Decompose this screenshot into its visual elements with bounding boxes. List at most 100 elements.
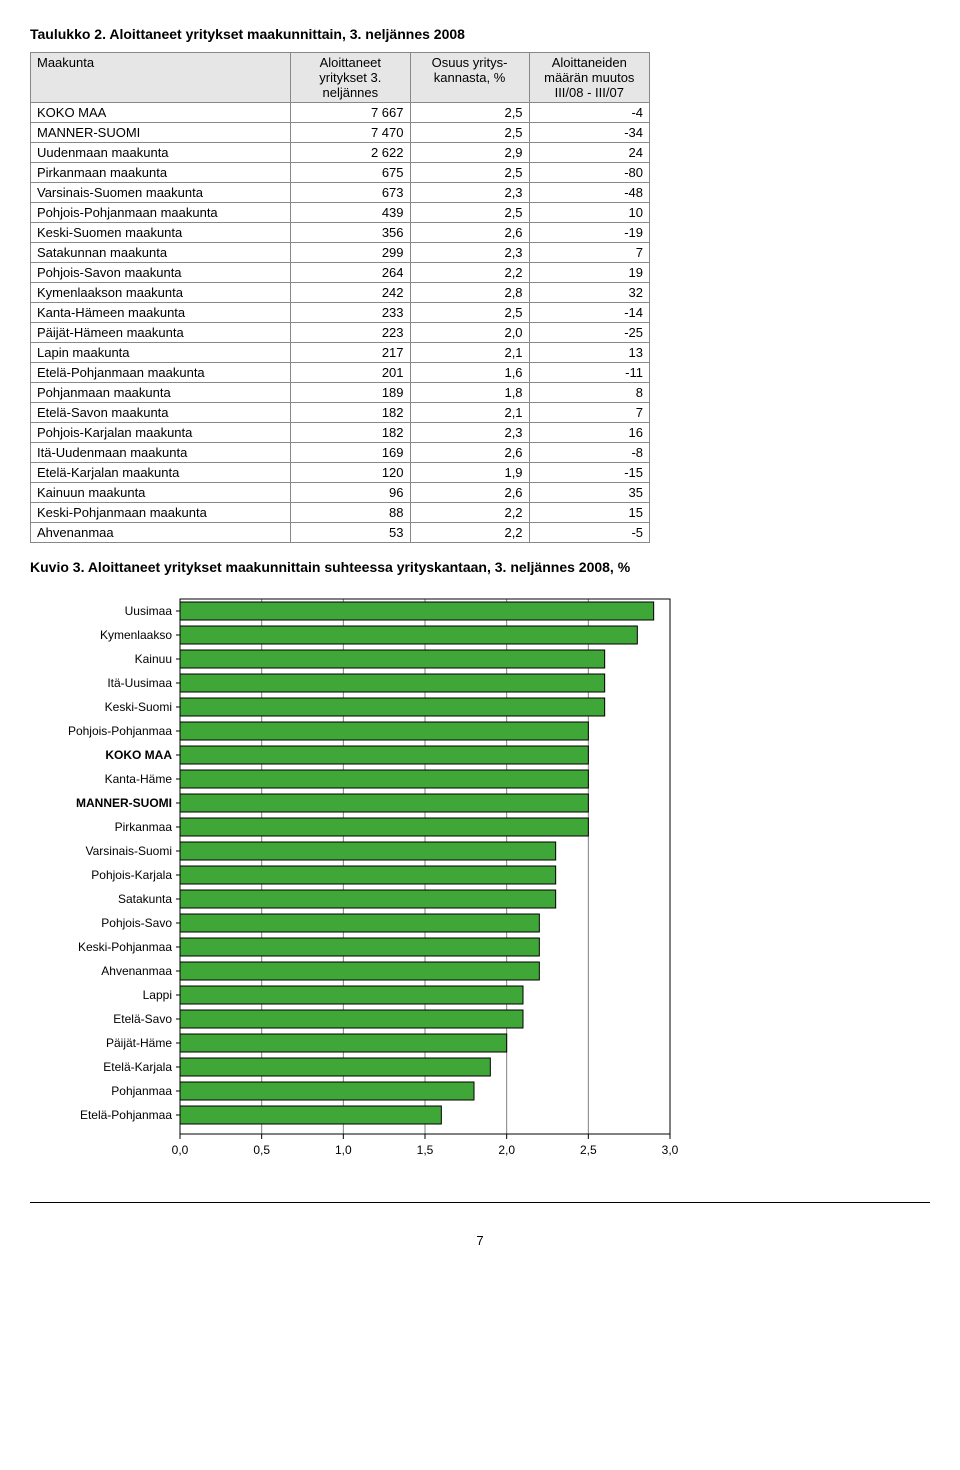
cell-value: 15	[529, 503, 649, 523]
cell-value: 439	[291, 203, 410, 223]
cell-value: 2,6	[410, 443, 529, 463]
bar	[180, 674, 605, 692]
cell-value: 223	[291, 323, 410, 343]
y-axis-label: Pohjois-Karjala	[91, 868, 172, 882]
cell-region: Kanta-Hämeen maakunta	[31, 303, 291, 323]
chart-title: Kuvio 3. Aloittaneet yritykset maakunnit…	[30, 559, 930, 575]
y-axis-label: Pirkanmaa	[115, 820, 173, 834]
th-region: Maakunta	[31, 53, 291, 103]
cell-value: 233	[291, 303, 410, 323]
cell-region: Pohjanmaan maakunta	[31, 383, 291, 403]
cell-value: 24	[529, 143, 649, 163]
cell-value: 2,6	[410, 483, 529, 503]
cell-region: Pohjois-Karjalan maakunta	[31, 423, 291, 443]
cell-value: 2,1	[410, 343, 529, 363]
table-row: Keski-Suomen maakunta3562,6-19	[31, 223, 650, 243]
cell-value: 2,3	[410, 183, 529, 203]
y-axis-label: Päijät-Häme	[106, 1036, 172, 1050]
table-row: Pohjois-Savon maakunta2642,219	[31, 263, 650, 283]
bar	[180, 722, 588, 740]
th-col3: Aloittaneiden määrän muutos III/08 - III…	[529, 53, 649, 103]
cell-value: 32	[529, 283, 649, 303]
cell-region: Ahvenanmaa	[31, 523, 291, 543]
bar	[180, 914, 539, 932]
bar	[180, 938, 539, 956]
y-axis-label: Kymenlaakso	[100, 628, 172, 642]
cell-value: 53	[291, 523, 410, 543]
svg-text:0,5: 0,5	[253, 1143, 270, 1157]
bar	[180, 698, 605, 716]
cell-region: Kainuun maakunta	[31, 483, 291, 503]
svg-text:1,5: 1,5	[417, 1143, 434, 1157]
cell-region: Etelä-Karjalan maakunta	[31, 463, 291, 483]
bar	[180, 818, 588, 836]
cell-value: 299	[291, 243, 410, 263]
cell-value: 673	[291, 183, 410, 203]
bar	[180, 1106, 441, 1124]
cell-value: 8	[529, 383, 649, 403]
cell-region: Kymenlaakson maakunta	[31, 283, 291, 303]
cell-value: 2,9	[410, 143, 529, 163]
bar	[180, 602, 654, 620]
cell-value: 2,2	[410, 263, 529, 283]
cell-value: 19	[529, 263, 649, 283]
table-row: Satakunnan maakunta2992,37	[31, 243, 650, 263]
cell-value: 169	[291, 443, 410, 463]
bar-chart: 0,00,51,01,52,02,53,0UusimaaKymenlaaksoK…	[30, 589, 690, 1169]
svg-text:0,0: 0,0	[172, 1143, 189, 1157]
cell-value: -34	[529, 123, 649, 143]
cell-value: 16	[529, 423, 649, 443]
table-row: Pohjanmaan maakunta1891,88	[31, 383, 650, 403]
bar	[180, 866, 556, 884]
y-axis-label: MANNER-SUOMI	[76, 796, 172, 810]
cell-value: 217	[291, 343, 410, 363]
cell-value: 35	[529, 483, 649, 503]
cell-value: 2,1	[410, 403, 529, 423]
table-row: Uudenmaan maakunta2 6222,924	[31, 143, 650, 163]
cell-value: 182	[291, 423, 410, 443]
cell-value: 182	[291, 403, 410, 423]
table-row: Kymenlaakson maakunta2422,832	[31, 283, 650, 303]
cell-region: Uudenmaan maakunta	[31, 143, 291, 163]
bar	[180, 770, 588, 788]
cell-value: -25	[529, 323, 649, 343]
cell-value: 1,6	[410, 363, 529, 383]
y-axis-label: KOKO MAA	[105, 748, 172, 762]
table-row: Etelä-Karjalan maakunta1201,9-15	[31, 463, 650, 483]
bar	[180, 650, 605, 668]
cell-region: MANNER-SUOMI	[31, 123, 291, 143]
y-axis-label: Kanta-Häme	[105, 772, 173, 786]
table-row: Pohjois-Karjalan maakunta1822,316	[31, 423, 650, 443]
bar	[180, 986, 523, 1004]
cell-value: 96	[291, 483, 410, 503]
cell-region: Itä-Uudenmaan maakunta	[31, 443, 291, 463]
cell-region: Pirkanmaan maakunta	[31, 163, 291, 183]
cell-value: -4	[529, 103, 649, 123]
y-axis-label: Kainuu	[135, 652, 172, 666]
bar	[180, 1034, 507, 1052]
cell-value: 2,5	[410, 203, 529, 223]
cell-value: 13	[529, 343, 649, 363]
cell-value: 356	[291, 223, 410, 243]
cell-value: 264	[291, 263, 410, 283]
chart-container: 0,00,51,01,52,02,53,0UusimaaKymenlaaksoK…	[30, 589, 930, 1172]
cell-value: 7 470	[291, 123, 410, 143]
cell-value: 2,8	[410, 283, 529, 303]
cell-value: -5	[529, 523, 649, 543]
cell-region: Päijät-Hämeen maakunta	[31, 323, 291, 343]
cell-region: Pohjois-Pohjanmaan maakunta	[31, 203, 291, 223]
cell-value: 2 622	[291, 143, 410, 163]
bar	[180, 890, 556, 908]
y-axis-label: Itä-Uusimaa	[107, 676, 172, 690]
cell-region: Pohjois-Savon maakunta	[31, 263, 291, 283]
page-separator	[30, 1202, 930, 1203]
table-row: Lapin maakunta2172,113	[31, 343, 650, 363]
table-row: Etelä-Savon maakunta1822,17	[31, 403, 650, 423]
cell-value: 7	[529, 243, 649, 263]
cell-value: 2,5	[410, 123, 529, 143]
cell-value: 189	[291, 383, 410, 403]
table-row: KOKO MAA7 6672,5-4	[31, 103, 650, 123]
table-row: Pohjois-Pohjanmaan maakunta4392,510	[31, 203, 650, 223]
cell-value: -80	[529, 163, 649, 183]
th-col1: Aloittaneet yritykset 3. neljännes	[291, 53, 410, 103]
